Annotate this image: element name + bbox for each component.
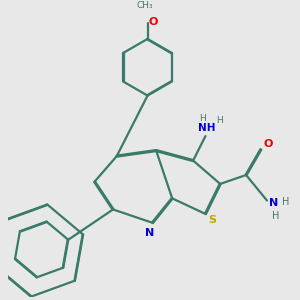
Text: H: H (272, 211, 279, 221)
Text: CH₃: CH₃ (136, 1, 153, 10)
Text: O: O (148, 17, 158, 27)
Text: H: H (216, 116, 223, 125)
Text: O: O (263, 139, 273, 149)
Text: NH: NH (198, 123, 216, 133)
Text: N: N (145, 228, 154, 238)
Text: H: H (282, 197, 289, 207)
Text: N: N (269, 198, 279, 208)
Text: S: S (208, 214, 217, 225)
Text: H: H (199, 114, 206, 123)
